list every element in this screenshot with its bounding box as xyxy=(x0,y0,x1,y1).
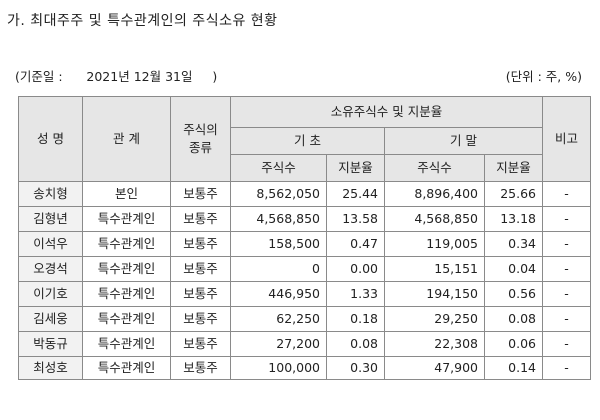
table-row: 오경석 특수관계인 보통주 0 0.00 15,151 0.04- xyxy=(18,256,591,282)
basis-date-close: ) xyxy=(212,69,218,84)
cell-name: 박동규 xyxy=(18,331,83,357)
cell-start-shares: 100,000 xyxy=(230,356,327,380)
cell-relation: 특수관계인 xyxy=(82,256,171,282)
unit-label: (단위 : 주, %) xyxy=(505,69,582,84)
header-period-start: 기 초 xyxy=(230,127,385,155)
cell-end-ratio: 0.04 xyxy=(484,256,543,282)
cell-note: - xyxy=(542,331,591,357)
cell-name: 송치형 xyxy=(18,181,83,207)
table-row: 박동규 특수관계인 보통주 27,200 0.08 22,308 0.06- xyxy=(18,331,591,357)
header-end-shares: 주식수 xyxy=(384,154,485,182)
table-header: 성 명 관 계 주식의 종류 소유주식수 및 지분율 비고 기 초 기 말 주식… xyxy=(18,96,591,182)
cell-name: 이석우 xyxy=(18,231,83,257)
cell-start-ratio: 13.58 xyxy=(326,206,385,232)
header-relation: 관 계 xyxy=(82,96,171,182)
cell-name: 이기호 xyxy=(18,281,83,307)
cell-relation: 특수관계인 xyxy=(82,281,171,307)
header-end-ratio: 지분율 xyxy=(484,154,543,182)
cell-name: 김형년 xyxy=(18,206,83,232)
cell-end-ratio: 0.14 xyxy=(484,356,543,380)
cell-note: - xyxy=(542,306,591,332)
cell-note: - xyxy=(542,281,591,307)
cell-stock-type: 보통주 xyxy=(170,256,231,282)
cell-relation: 특수관계인 xyxy=(82,356,171,380)
cell-start-ratio: 0.18 xyxy=(326,306,385,332)
cell-end-ratio: 0.56 xyxy=(484,281,543,307)
table-row: 김세웅 특수관계인 보통주 62,250 0.18 29,250 0.08- xyxy=(18,306,591,332)
cell-end-shares: 47,900 xyxy=(384,356,485,380)
basis-date-line: (기준일 : 2021년 12월 31일 ) xyxy=(15,66,217,85)
cell-note: - xyxy=(542,206,591,232)
cell-end-shares: 8,896,400 xyxy=(384,181,485,207)
cell-note: - xyxy=(542,356,591,380)
section-heading: 가. 최대주주 및 특수관계인의 주식소유 현황 xyxy=(7,13,278,29)
shareholding-table: 성 명 관 계 주식의 종류 소유주식수 및 지분율 비고 기 초 기 말 주식… xyxy=(18,96,591,380)
cell-start-ratio: 0.00 xyxy=(326,256,385,282)
cell-start-shares: 62,250 xyxy=(230,306,327,332)
cell-relation: 특수관계인 xyxy=(82,206,171,232)
cell-end-shares: 194,150 xyxy=(384,281,485,307)
table-row: 송치형 본인 보통주 8,562,050 25.44 8,896,400 25.66- xyxy=(18,181,591,207)
cell-end-shares: 29,250 xyxy=(384,306,485,332)
cell-start-shares: 158,500 xyxy=(230,231,327,257)
header-start-ratio: 지분율 xyxy=(326,154,385,182)
cell-start-shares: 0 xyxy=(230,256,327,282)
cell-start-shares: 27,200 xyxy=(230,331,327,357)
cell-start-shares: 4,568,850 xyxy=(230,206,327,232)
cell-end-shares: 119,005 xyxy=(384,231,485,257)
cell-stock-type: 보통주 xyxy=(170,331,231,357)
cell-end-ratio: 0.34 xyxy=(484,231,543,257)
table-row: 최성호 특수관계인 보통주 100,000 0.30 47,900 0.14- xyxy=(18,356,591,380)
cell-end-ratio: 0.06 xyxy=(484,331,543,357)
cell-relation: 특수관계인 xyxy=(82,331,171,357)
cell-name: 김세웅 xyxy=(18,306,83,332)
header-name: 성 명 xyxy=(18,96,83,182)
cell-start-shares: 446,950 xyxy=(230,281,327,307)
header-stock-type: 주식의 종류 xyxy=(170,96,231,182)
cell-relation: 본인 xyxy=(82,181,171,207)
table-row: 이기호 특수관계인 보통주 446,950 1.33 194,150 0.56- xyxy=(18,281,591,307)
header-start-shares: 주식수 xyxy=(230,154,327,182)
cell-relation: 특수관계인 xyxy=(82,231,171,257)
cell-start-ratio: 0.08 xyxy=(326,331,385,357)
table-body: 송치형 본인 보통주 8,562,050 25.44 8,896,400 25.66- 김형년… xyxy=(18,181,591,380)
cell-start-ratio: 25.44 xyxy=(326,181,385,207)
header-holdings-group: 소유주식수 및 지분율 xyxy=(230,96,543,128)
cell-stock-type: 보통주 xyxy=(170,206,231,232)
cell-stock-type: 보통주 xyxy=(170,306,231,332)
cell-stock-type: 보통주 xyxy=(170,181,231,207)
header-period-end: 기 말 xyxy=(384,127,543,155)
cell-note: - xyxy=(542,181,591,207)
header-note: 비고 xyxy=(542,96,591,182)
table-row: 이석우 특수관계인 보통주 158,500 0.47 119,005 0.34- xyxy=(18,231,591,257)
table-row: 김형년 특수관계인 보통주 4,568,850 13.58 4,568,850 13.18- xyxy=(18,206,591,232)
cell-note: - xyxy=(542,231,591,257)
cell-stock-type: 보통주 xyxy=(170,356,231,380)
cell-start-shares: 8,562,050 xyxy=(230,181,327,207)
cell-end-shares: 15,151 xyxy=(384,256,485,282)
cell-name: 최성호 xyxy=(18,356,83,380)
basis-date-open: (기준일 : xyxy=(15,69,63,84)
cell-end-ratio: 0.08 xyxy=(484,306,543,332)
cell-start-ratio: 0.30 xyxy=(326,356,385,380)
cell-end-shares: 4,568,850 xyxy=(384,206,485,232)
cell-stock-type: 보통주 xyxy=(170,231,231,257)
cell-name: 오경석 xyxy=(18,256,83,282)
cell-end-ratio: 25.66 xyxy=(484,181,543,207)
basis-date-value: 2021년 12월 31일 xyxy=(86,69,193,84)
cell-relation: 특수관계인 xyxy=(82,306,171,332)
cell-stock-type: 보통주 xyxy=(170,281,231,307)
cell-note: - xyxy=(542,256,591,282)
cell-start-ratio: 1.33 xyxy=(326,281,385,307)
cell-end-ratio: 13.18 xyxy=(484,206,543,232)
cell-end-shares: 22,308 xyxy=(384,331,485,357)
cell-start-ratio: 0.47 xyxy=(326,231,385,257)
